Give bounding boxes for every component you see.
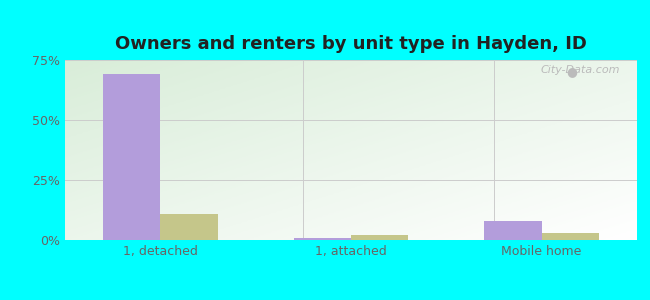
Text: ●: ● xyxy=(566,65,577,78)
Bar xyxy=(294,238,351,240)
Text: City-Data.com: City-Data.com xyxy=(540,65,620,75)
Bar xyxy=(351,235,408,240)
Bar xyxy=(541,233,599,240)
Bar xyxy=(103,74,161,240)
Bar xyxy=(484,221,541,240)
Bar xyxy=(161,214,218,240)
Title: Owners and renters by unit type in Hayden, ID: Owners and renters by unit type in Hayde… xyxy=(115,35,587,53)
